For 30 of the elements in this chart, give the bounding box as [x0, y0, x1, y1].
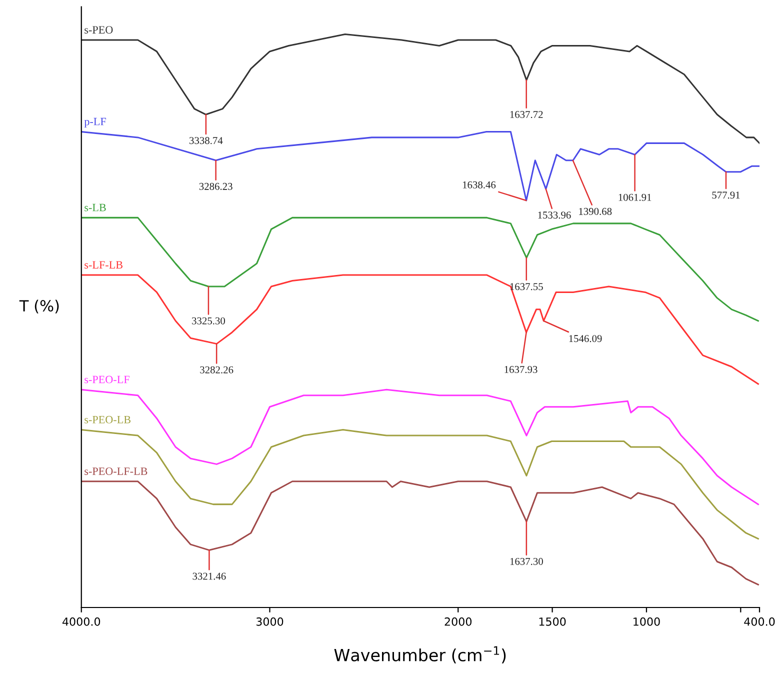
annotation: 1061.91 [618, 194, 652, 201]
annotation: 1533.96 [538, 212, 571, 219]
x-tick-label: 400.0 [744, 617, 775, 626]
series-label: s-PEO-LF [84, 376, 130, 384]
x-axis-title: Wavenumber (cm$^{−1}$) [334, 646, 506, 664]
annotation: 3338.74 [190, 137, 223, 144]
y-axis-title: T (%) [19, 300, 59, 314]
annotation: 1390.68 [579, 208, 612, 215]
annotation: 1546.09 [569, 335, 602, 342]
annotation: 3321.46 [192, 572, 226, 580]
annotation: 3282.26 [200, 366, 234, 374]
series-label: s-PEO-LF-LB [84, 468, 148, 475]
annotation: 1637.72 [510, 111, 543, 118]
series-label: s-PEO [84, 26, 113, 34]
annotation: 3325.30 [192, 317, 225, 324]
annotation: 3286.23 [199, 182, 232, 190]
series-label: s-LB [84, 204, 106, 212]
series-label: s-PEO-LB [84, 416, 131, 424]
series-label: s-LF-LB [84, 261, 122, 269]
x-tick-label: 1000 [634, 617, 660, 626]
annotation: 1637.93 [504, 366, 538, 374]
annotation: 1637.30 [510, 558, 543, 565]
annotation: 1638.46 [462, 181, 496, 188]
x-tick-label: 1500 [539, 617, 566, 626]
series-label: p-LF [84, 118, 106, 128]
x-tick-label: 2000 [444, 617, 472, 626]
annotation: 577.91 [712, 192, 740, 199]
annotation: 1637.55 [510, 283, 543, 290]
x-tick-label: 3000 [256, 617, 284, 626]
x-tick-label: 4000.0 [62, 617, 100, 626]
